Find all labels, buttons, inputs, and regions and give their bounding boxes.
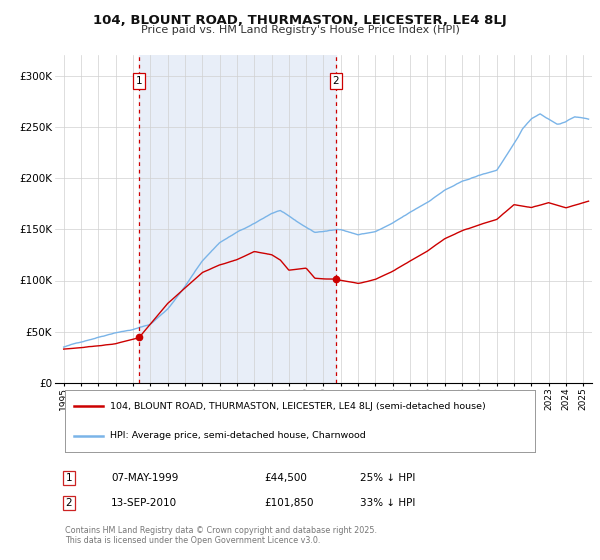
Text: 13-SEP-2010: 13-SEP-2010 bbox=[111, 498, 177, 508]
Text: Price paid vs. HM Land Registry's House Price Index (HPI): Price paid vs. HM Land Registry's House … bbox=[140, 25, 460, 35]
Text: 1: 1 bbox=[65, 473, 73, 483]
Text: 25% ↓ HPI: 25% ↓ HPI bbox=[360, 473, 415, 483]
Text: 2: 2 bbox=[65, 498, 73, 508]
Text: £44,500: £44,500 bbox=[264, 473, 307, 483]
Text: 07-MAY-1999: 07-MAY-1999 bbox=[111, 473, 178, 483]
Bar bbox=[139, 55, 336, 383]
Text: 104, BLOUNT ROAD, THURMASTON, LEICESTER, LE4 8LJ: 104, BLOUNT ROAD, THURMASTON, LEICESTER,… bbox=[93, 14, 507, 27]
Text: 33% ↓ HPI: 33% ↓ HPI bbox=[360, 498, 415, 508]
Text: £101,850: £101,850 bbox=[264, 498, 314, 508]
Text: 1: 1 bbox=[136, 76, 142, 86]
Text: 2: 2 bbox=[332, 76, 339, 86]
Text: HPI: Average price, semi-detached house, Charnwood: HPI: Average price, semi-detached house,… bbox=[110, 431, 365, 440]
Text: Contains HM Land Registry data © Crown copyright and database right 2025.
This d: Contains HM Land Registry data © Crown c… bbox=[65, 526, 377, 545]
Text: 104, BLOUNT ROAD, THURMASTON, LEICESTER, LE4 8LJ (semi-detached house): 104, BLOUNT ROAD, THURMASTON, LEICESTER,… bbox=[110, 402, 485, 410]
